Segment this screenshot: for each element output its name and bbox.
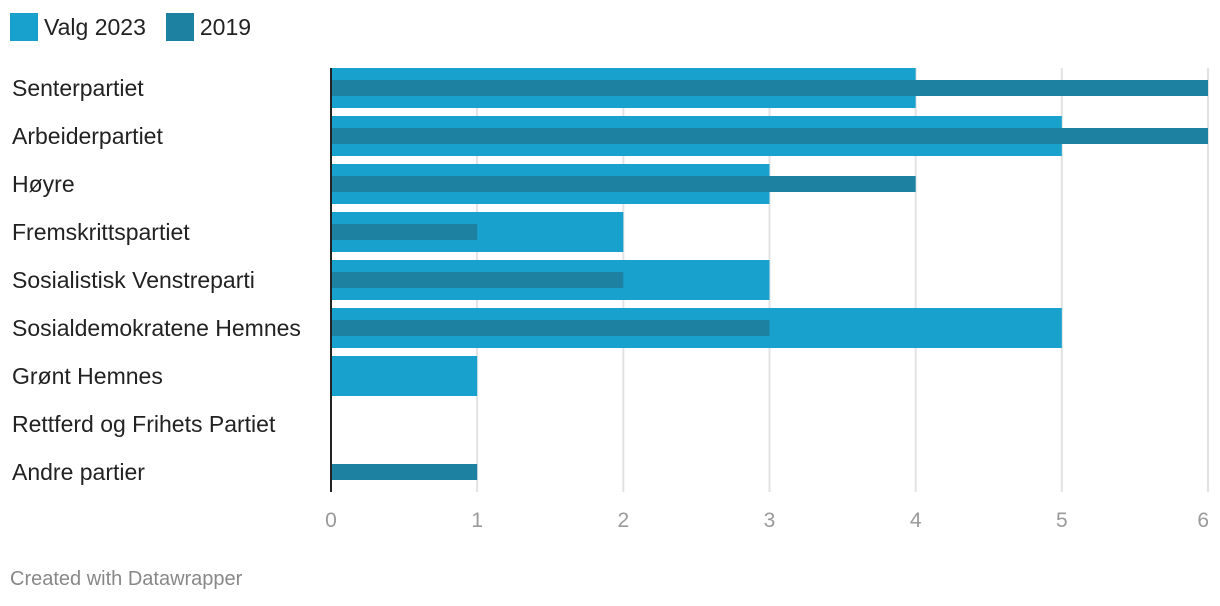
- bar-2019: [331, 128, 1208, 144]
- bar-2019: [331, 320, 770, 336]
- category-label: Høyre: [12, 171, 75, 197]
- bar-2019: [331, 272, 624, 288]
- bar-valg-2023: [331, 356, 478, 396]
- category-label: Andre partier: [12, 459, 145, 485]
- tick-label: 1: [471, 509, 483, 532]
- tick-label: 0: [325, 509, 337, 532]
- category-label: Grønt Hemnes: [12, 363, 163, 389]
- category-label: Sosialistisk Venstreparti: [12, 267, 255, 293]
- legend-swatch: [10, 13, 38, 41]
- category-label: Sosialdemokratene Hemnes: [12, 315, 301, 341]
- category-label: Arbeiderpartiet: [12, 123, 163, 149]
- bar-2019: [331, 464, 478, 480]
- tick-label: 6: [1197, 509, 1209, 532]
- bar-2019: [331, 176, 916, 192]
- legend-item-1: 2019: [165, 13, 252, 41]
- tick-label: 5: [1056, 509, 1068, 532]
- category-label: Senterpartiet: [12, 75, 144, 101]
- legend: Valg 2023 2019: [10, 12, 271, 42]
- tick-label: 2: [617, 509, 629, 532]
- bar-2019: [331, 224, 478, 240]
- tick-label: 3: [764, 509, 776, 532]
- legend-item-0: Valg 2023: [10, 13, 146, 41]
- legend-label: Valg 2023: [44, 13, 146, 40]
- credit-text: Created with Datawrapper: [10, 568, 243, 590]
- category-label: Rettferd og Frihets Partiet: [12, 411, 276, 437]
- bar-2019: [331, 80, 1208, 96]
- legend-swatch: [165, 13, 194, 41]
- category-label: Fremskrittspartiet: [12, 219, 190, 245]
- legend-label: 2019: [199, 13, 252, 40]
- tick-label: 4: [910, 509, 922, 532]
